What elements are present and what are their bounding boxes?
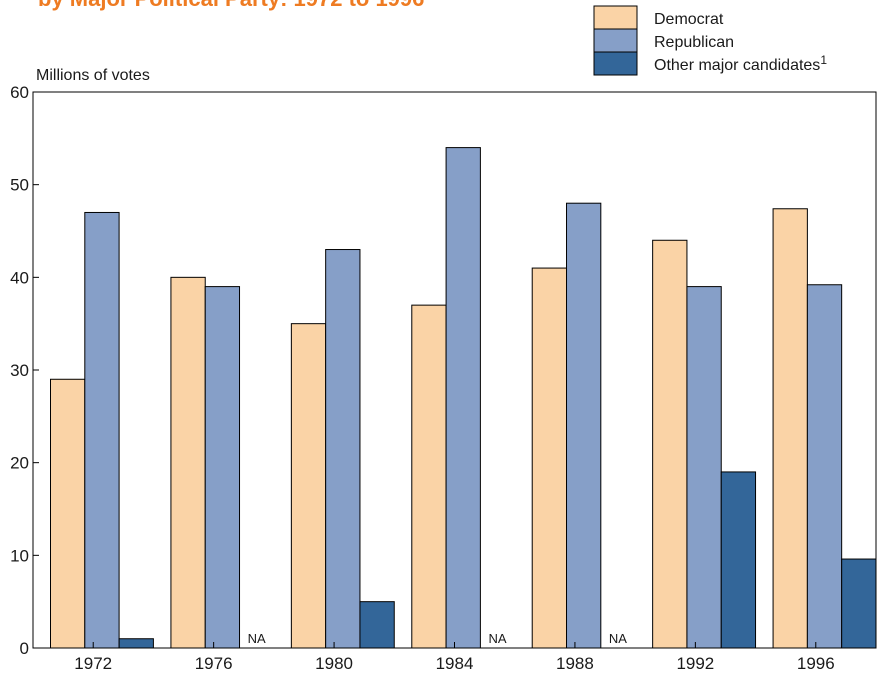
bar-1976-democrat bbox=[170, 276, 206, 649]
bar-1996-democrat bbox=[772, 208, 808, 649]
x-tick-label-1972: 1972 bbox=[74, 654, 112, 673]
bar-1972-republican bbox=[84, 211, 120, 649]
legend-label-other-major-candidates: Other major candidates1 bbox=[654, 53, 827, 74]
y-tick-label-20: 20 bbox=[10, 454, 29, 473]
legend-label-republican: Republican bbox=[654, 34, 734, 51]
bars-group: NA NA NA bbox=[50, 147, 877, 649]
y-tick-label-30: 30 bbox=[10, 361, 29, 380]
chart-title: by Major Political Party: 1972 to 1996 bbox=[38, 0, 424, 12]
bar-1996-republican bbox=[806, 284, 843, 649]
x-tick-label-1984: 1984 bbox=[436, 654, 474, 673]
bar-1980-democrat bbox=[290, 323, 327, 649]
bar-1992-republican bbox=[686, 286, 722, 649]
x-tick-label-1996: 1996 bbox=[797, 654, 835, 673]
na-label-1988: NA bbox=[609, 631, 627, 646]
y-tick-label-0: 0 bbox=[20, 639, 29, 658]
legend-footnote: 1 bbox=[820, 53, 827, 67]
bar-1972-democrat bbox=[50, 378, 86, 649]
y-tick-label-40: 40 bbox=[10, 268, 29, 287]
bar-1980-republican bbox=[325, 249, 361, 649]
na-label-1984: NA bbox=[489, 631, 507, 646]
bar-1992-other-major-candidates bbox=[720, 471, 757, 649]
y-tick-label-10: 10 bbox=[10, 546, 29, 565]
x-tick-label-1988: 1988 bbox=[556, 654, 594, 673]
y-tick-label-60: 60 bbox=[10, 83, 29, 102]
bar-1988-democrat bbox=[531, 267, 568, 649]
bar-1980-other-major-candidates bbox=[359, 601, 395, 649]
bar-1996-other-major-candidates bbox=[841, 558, 877, 649]
legend-swatch-republican bbox=[593, 28, 638, 53]
bar-1972-other-major-candidates bbox=[118, 638, 154, 649]
axes-group: 0 10 20 30 40 50 60 1972 1976 1980 1984 1988 1992 199… bbox=[10, 83, 877, 673]
legend-swatch-democrat bbox=[593, 5, 638, 30]
bar-1976-republican bbox=[204, 286, 241, 649]
legend-swatch-other-major-candidates bbox=[593, 51, 638, 76]
x-tick-label-1976: 1976 bbox=[195, 654, 233, 673]
y-axis-label: Millions of votes bbox=[36, 67, 150, 84]
bar-1984-republican bbox=[445, 147, 481, 649]
x-tick-label-1980: 1980 bbox=[315, 654, 353, 673]
bar-1992-democrat bbox=[652, 239, 688, 649]
bar-1988-republican bbox=[566, 202, 602, 649]
legend-label-democrat: Democrat bbox=[654, 11, 724, 28]
legend: Democrat Republican Other major candidates… bbox=[593, 5, 827, 76]
y-tick-label-50: 50 bbox=[10, 176, 29, 195]
bar-1984-democrat bbox=[411, 304, 447, 649]
na-label-1976: NA bbox=[248, 631, 266, 646]
x-tick-label-1992: 1992 bbox=[676, 654, 714, 673]
